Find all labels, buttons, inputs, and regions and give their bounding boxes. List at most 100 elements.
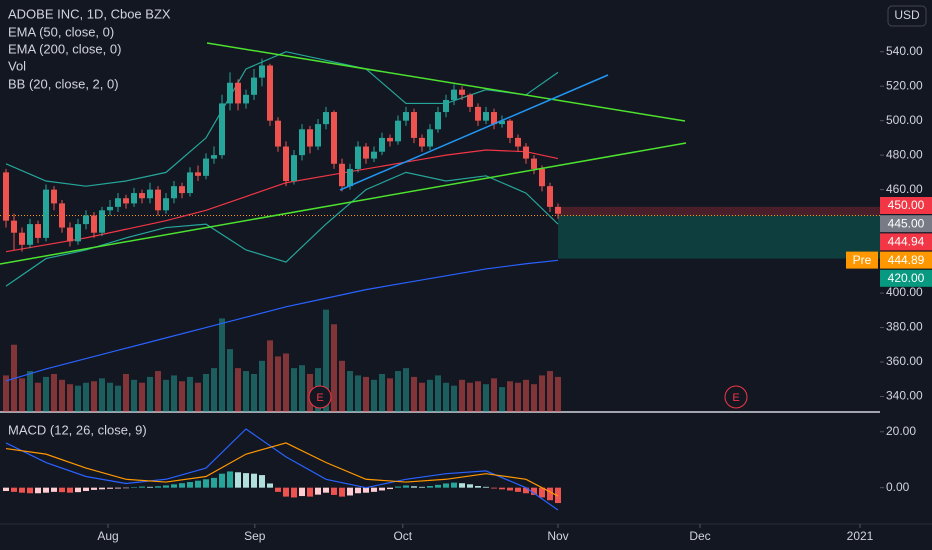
macd-histogram-bar <box>91 487 97 490</box>
volume-bar <box>59 379 65 412</box>
y-tick-label: 0.00 <box>886 480 910 494</box>
candle-body <box>195 172 201 176</box>
volume-bar <box>35 382 41 412</box>
macd-line <box>5 428 559 511</box>
macd-histogram-bar <box>67 487 73 493</box>
price-badge-label: 445.00 <box>888 216 925 230</box>
macd-histogram-bar <box>339 487 345 497</box>
volume-bar <box>227 349 233 412</box>
macd-histogram-bar <box>411 486 417 488</box>
volume-bar <box>27 371 33 412</box>
candle-body <box>243 94 249 104</box>
volume-bar <box>283 353 289 412</box>
candle-body <box>51 189 57 204</box>
candle-body <box>259 65 265 78</box>
volume-bar <box>363 376 369 412</box>
candle-body <box>75 224 81 242</box>
candle-body <box>475 106 481 121</box>
y-tick-label: 460.00 <box>886 182 923 196</box>
candle-body <box>451 89 457 100</box>
candle-body <box>107 206 113 211</box>
candle-body <box>395 120 401 142</box>
candle-body <box>291 155 297 182</box>
legend-item: BB (20, close, 2, 0) <box>8 76 119 91</box>
candle-body <box>339 163 345 187</box>
candle-body <box>163 198 169 211</box>
candle-body <box>515 137 521 147</box>
volume-bar <box>467 382 473 412</box>
candle-body <box>499 120 505 125</box>
volume-bar <box>379 373 385 412</box>
price-badge-label: 444.94 <box>888 235 925 249</box>
candle-body <box>59 203 65 228</box>
macd-histogram-bar <box>323 487 329 493</box>
macd-histogram-bar <box>75 487 81 493</box>
candle-body <box>203 158 209 176</box>
volume-bar <box>555 376 561 412</box>
macd-histogram-bar <box>459 483 465 488</box>
currency[interactable]: USD <box>894 8 920 22</box>
macd-histogram-bar <box>107 487 113 489</box>
volume-bar <box>203 373 209 412</box>
candle-body <box>483 112 489 121</box>
volume-bar <box>523 379 529 412</box>
macd-histogram-bar <box>363 487 369 493</box>
macd-histogram-bar <box>267 483 273 488</box>
y-tick-label: 340.00 <box>886 389 923 403</box>
macd-histogram-bar <box>507 487 513 491</box>
volume-bar <box>275 356 281 412</box>
candle-body <box>171 186 177 199</box>
candle-body <box>531 158 537 169</box>
plot <box>0 51 880 511</box>
currency-box[interactable] <box>887 5 927 27</box>
macd-histogram-bar <box>483 486 489 488</box>
stop-zone <box>558 206 880 216</box>
volume-bar <box>83 382 89 412</box>
trend-line <box>0 142 687 265</box>
volume-bar <box>459 379 465 412</box>
y-tick-label: 360.00 <box>886 354 923 368</box>
macd-histogram-bar <box>555 487 561 504</box>
macd-histogram-bar <box>155 486 161 488</box>
y-tick-label: 480.00 <box>886 147 923 161</box>
macd-histogram-bar <box>315 487 321 495</box>
candle-body <box>275 120 281 147</box>
volume-bar <box>531 384 537 412</box>
candle-body <box>123 198 129 204</box>
candle-body <box>139 193 145 199</box>
macd-histogram-bar <box>515 487 521 492</box>
volume-bar <box>483 384 489 412</box>
macd-histogram-bar <box>379 487 385 491</box>
volume-bar <box>43 376 49 412</box>
volume-bar <box>427 379 433 412</box>
volume-bar <box>139 382 145 412</box>
x-tick-label: Nov <box>547 529 568 543</box>
macd-histogram-bar <box>139 486 145 488</box>
volume-bar <box>267 340 273 412</box>
macd-histogram-bar <box>123 487 129 489</box>
volume-bar <box>67 384 73 412</box>
volume-bar <box>291 368 297 412</box>
earnings-marker <box>724 385 748 409</box>
volume-bar <box>339 360 345 412</box>
volume-bar <box>499 387 505 412</box>
volume-bar <box>99 378 105 412</box>
candle-body <box>147 189 153 199</box>
volume-bar <box>491 378 497 412</box>
macd-histogram-bar <box>371 487 377 492</box>
y-tick-label: 400.00 <box>886 285 923 299</box>
bb-upper <box>5 51 559 187</box>
volume-bar <box>147 376 153 412</box>
candle-body <box>347 168 353 187</box>
volume-bar <box>115 385 121 412</box>
candle-body <box>435 112 441 130</box>
volume-bar <box>211 368 217 412</box>
signal-line <box>5 442 559 497</box>
ema-line <box>5 149 559 253</box>
prefix-badge <box>846 251 878 269</box>
candle-body <box>387 137 393 142</box>
x-tick-label: Dec <box>689 529 710 543</box>
macd-histogram-bar <box>291 487 297 498</box>
macd-histogram-bar <box>131 487 137 488</box>
candle-body <box>83 215 89 225</box>
